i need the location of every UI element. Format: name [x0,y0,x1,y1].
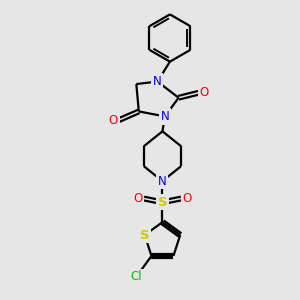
Text: N: N [160,110,169,123]
Text: S: S [140,229,149,242]
Text: O: O [109,114,118,127]
Text: O: O [200,86,208,99]
Text: N: N [158,175,167,188]
Text: O: O [183,192,192,205]
Text: S: S [158,196,167,209]
Text: N: N [153,75,162,88]
Text: O: O [133,192,142,205]
Text: Cl: Cl [130,270,142,283]
